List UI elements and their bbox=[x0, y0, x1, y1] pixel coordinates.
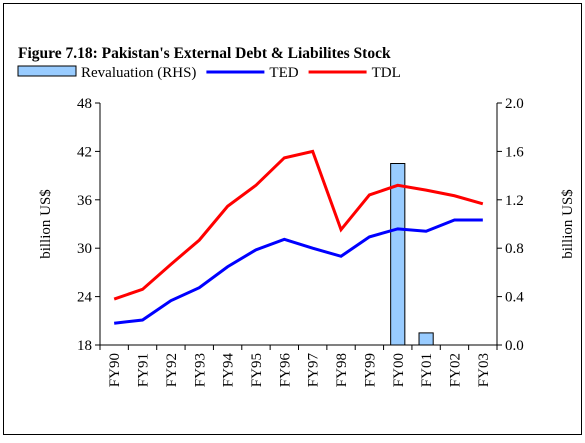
legend-swatch bbox=[17, 65, 77, 77]
x-tick-label: FY98 bbox=[334, 353, 350, 387]
x-tick-label: FY01 bbox=[419, 353, 435, 387]
x-tick-label: FY00 bbox=[391, 353, 407, 387]
x-tick-label: FY02 bbox=[447, 353, 463, 387]
y-tick-label: 48 bbox=[77, 96, 92, 112]
x-tick-label: FY91 bbox=[136, 353, 152, 387]
x-tick-label: FY99 bbox=[362, 353, 378, 387]
y-tick-label: 30 bbox=[77, 241, 92, 257]
frame bbox=[3, 3, 582, 435]
line bbox=[114, 218, 483, 325]
x-tick-label: FY95 bbox=[249, 353, 265, 387]
x-tick-label: FY93 bbox=[192, 353, 208, 387]
x-tick-label: FY90 bbox=[107, 353, 123, 387]
x-tick-label: FY96 bbox=[277, 353, 293, 388]
y-axis-label: billion US$ bbox=[38, 189, 54, 259]
y-tick-label: 36 bbox=[77, 193, 93, 209]
y-tick-label: 24 bbox=[77, 290, 93, 306]
x-tick-label: FY94 bbox=[221, 353, 237, 388]
bar bbox=[390, 163, 406, 346]
y2-tick-label: 0.8 bbox=[505, 241, 524, 257]
chart-title: Figure 7.18: Pakistan's External Debt & … bbox=[18, 45, 391, 62]
line bbox=[113, 149, 484, 301]
y2-tick-label: 2.0 bbox=[505, 96, 524, 112]
legend-label: Revaluation (RHS) bbox=[81, 65, 196, 81]
x-tick-label: FY03 bbox=[476, 353, 492, 387]
bar bbox=[418, 332, 434, 346]
x-tick-label: FY92 bbox=[164, 353, 180, 387]
y2-tick-label: 0.4 bbox=[505, 290, 524, 306]
y2-axis-label: billion US$ bbox=[560, 189, 576, 259]
y-tick-label: 42 bbox=[77, 144, 92, 160]
legend-label: TDL bbox=[372, 65, 401, 81]
y-tick-label: 18 bbox=[77, 338, 92, 354]
y2-tick-label: 0.0 bbox=[505, 338, 524, 354]
y2-tick-label: 1.2 bbox=[505, 193, 524, 209]
x-tick-label: FY97 bbox=[306, 353, 322, 388]
y2-tick-label: 1.6 bbox=[505, 144, 524, 160]
legend-label: TED bbox=[269, 65, 298, 81]
